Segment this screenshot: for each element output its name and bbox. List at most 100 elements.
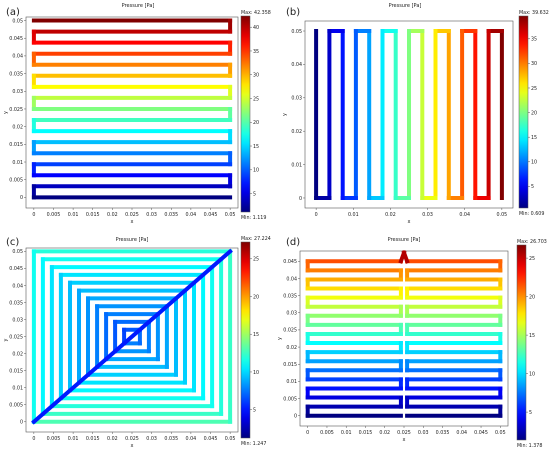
x-tick-label: 0.015 (86, 436, 100, 442)
x-tick-label: 0 (306, 430, 309, 436)
colorbar-tick-label: 20 (253, 120, 259, 126)
colorbar (518, 15, 529, 209)
panel-4: (d) Pressure [Pa]0 0.005 0.01 0.015 0.02 0.025… (277, 237, 547, 449)
colorbar (516, 244, 527, 441)
y-tick-label: 0.05 (12, 249, 23, 255)
y-tick-label: 0.045 (283, 259, 297, 265)
panel-3: (c) Pressure [Pa]0 0.005 0.01 0.015 0.02 0.025… (3, 236, 271, 449)
colorbar-min-label: Min: 1.378 (517, 443, 542, 449)
x-tick-label: 0.025 (397, 430, 411, 436)
x-tick-label: 0.01 (68, 212, 79, 218)
y-axis-label: y (3, 111, 9, 114)
chart-title: Pressure [Pa] (116, 237, 149, 243)
x-tick-label: 0.02 (385, 212, 396, 218)
y-tick-label: 0.005 (9, 403, 23, 409)
y-tick-label: 0.03 (12, 317, 23, 323)
colorbar-min-label: Min: 1.247 (241, 441, 266, 447)
y-tick-label: 0 (299, 196, 302, 202)
x-tick-label: 0.02 (379, 430, 390, 436)
y-tick-label: 0.035 (283, 293, 297, 299)
colorbar-tick-label: 15 (253, 144, 259, 150)
chart-title: Pressure [Pa] (122, 3, 155, 9)
x-tick-label: 0.035 (436, 430, 450, 436)
x-tick-label: 0.03 (146, 212, 157, 218)
x-tick-label: 0.03 (422, 212, 433, 218)
y-tick-label: 0.03 (12, 89, 23, 95)
y-tick-label: 0.02 (12, 351, 23, 357)
y-tick-label: 0.03 (291, 96, 302, 102)
y-tick-label: 0.03 (286, 311, 297, 317)
colorbar-tick-label: 20 (529, 294, 535, 300)
colorbar-tick-label: 25 (531, 86, 537, 92)
x-tick-label: 0 (32, 436, 35, 442)
x-tick-label: 0 (315, 212, 318, 218)
colorbar-max-label: Max: 39.632 (519, 10, 549, 16)
y-tick-label: 0.04 (286, 276, 297, 282)
x-tick-label: 0.01 (341, 430, 352, 436)
colorbar (240, 15, 251, 213)
x-tick-label: 0.015 (86, 212, 100, 218)
plot-frame (299, 250, 509, 427)
colorbar-tick-label: 40 (253, 25, 259, 31)
y-tick-label: 0.01 (291, 162, 302, 168)
y-axis-label: y (277, 337, 283, 340)
colorbar-min-label: Min: 0.609 (519, 211, 544, 217)
panel-label: (d) (286, 237, 300, 248)
x-tick-label: 0.05 (225, 436, 236, 442)
y-tick-label: 0.005 (9, 178, 23, 184)
x-tick-label: 0.02 (107, 212, 118, 218)
x-tick-label: 0.035 (164, 212, 178, 218)
x-tick-label: 0.045 (204, 436, 218, 442)
x-tick-label: 0.045 (204, 212, 218, 218)
y-tick-label: 0.025 (9, 334, 23, 340)
x-tick-label: 0.02 (107, 436, 118, 442)
colorbar-tick-label: 10 (253, 168, 259, 174)
colorbar-min-label: Min: 1.119 (241, 215, 266, 221)
colorbar-tick-label: 25 (529, 256, 535, 262)
colorbar-tick-label: 25 (253, 257, 259, 263)
panel-1: (a)Pressure [Pa]0 0.005 0.01 0.015 0.02 0.025… (3, 3, 271, 225)
plot-frame (25, 16, 239, 209)
panel-2: (b) Pressure [Pa] 0 0.01 0.02 0.03 0.04 0.05 x 0 0… (282, 3, 549, 225)
chart-title: Pressure [Pa] (388, 237, 421, 243)
y-tick-label: 0.005 (283, 396, 297, 402)
y-tick-label: 0 (294, 414, 297, 420)
y-tick-label: 0.02 (12, 124, 23, 130)
y-tick-label: 0.045 (9, 36, 23, 42)
x-tick-label: 0.015 (359, 430, 373, 436)
colorbar-tick-label: 15 (531, 135, 537, 141)
x-tick-label: 0.025 (125, 436, 139, 442)
x-axis-label: x (403, 437, 406, 443)
y-tick-label: 0.045 (9, 266, 23, 272)
colorbar-tick-label: 15 (529, 333, 535, 339)
y-tick-label: 0.05 (291, 29, 302, 35)
y-tick-label: 0.015 (9, 142, 23, 148)
y-tick-label: 0.025 (283, 328, 297, 334)
x-tick-label: 0.005 (47, 212, 61, 218)
colorbar-tick-label: 20 (253, 294, 259, 300)
colorbar-tick-label: 25 (253, 96, 259, 102)
colorbar-tick-label: 5 (253, 407, 256, 413)
colorbar-tick-label: 10 (531, 160, 537, 166)
y-tick-label: 0.02 (286, 345, 297, 351)
y-tick-label: 0.015 (9, 368, 23, 374)
channel-segment (31, 248, 233, 425)
colorbar-tick-label: 5 (253, 191, 256, 197)
chart-title: Pressure [Pa] (389, 3, 422, 9)
panel-label: (b) (286, 7, 300, 18)
colorbar-tick-label: 5 (529, 410, 532, 416)
x-tick-label: 0.01 (68, 436, 79, 442)
x-tick-label: 0.025 (125, 212, 139, 218)
panel-label: (a) (6, 7, 20, 18)
y-tick-label: 0.05 (12, 18, 23, 24)
colorbar-tick-label: 20 (531, 110, 537, 116)
x-tick-label: 0.005 (320, 430, 334, 436)
y-tick-label: 0.025 (9, 107, 23, 113)
colorbar-tick-label: 10 (253, 370, 259, 376)
x-tick-label: 0.045 (474, 430, 488, 436)
y-tick-label: 0.035 (9, 71, 23, 77)
y-tick-label: 0.01 (286, 379, 297, 385)
colorbar-tick-label: 10 (529, 371, 535, 377)
x-tick-label: 0.05 (497, 212, 508, 218)
